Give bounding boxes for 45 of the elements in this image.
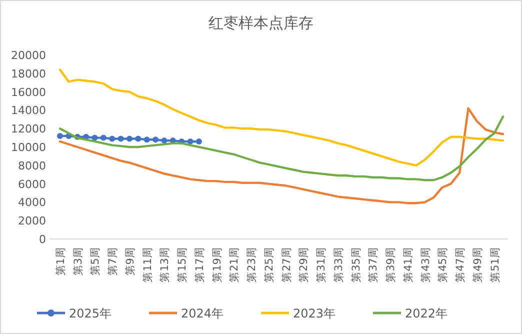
x-tick-label: 第27周 [280, 247, 293, 282]
chart-title: 红枣样本点库存 [208, 14, 314, 32]
y-tick-label: 6000 [18, 178, 46, 191]
x-tick-label: 第47周 [454, 247, 467, 282]
y-tick-label: 10000 [11, 141, 46, 154]
x-tick-label: 第41周 [402, 247, 414, 282]
x-tick-label: 第19周 [211, 247, 224, 282]
y-tick-label: 18000 [11, 67, 46, 80]
legend-label: 2024年 [181, 306, 224, 320]
x-tick-label: 第1周 [55, 247, 67, 276]
line-series [58, 107, 504, 204]
y-tick-label: 8000 [18, 159, 46, 172]
x-tick-label: 第51周 [489, 247, 502, 282]
x-tick-label: 第13周 [159, 247, 172, 282]
x-tick-label: 第31周 [316, 247, 328, 282]
x-tick-label: 第9周 [124, 247, 136, 276]
legend-label: 2025年 [69, 306, 112, 320]
y-tick-label: 20000 [11, 49, 46, 62]
x-tick-label: 第33周 [332, 247, 345, 282]
y-tick-label: 2000 [18, 214, 46, 228]
x-tick-label: 第15周 [176, 247, 189, 282]
y-tick-label: 4000 [18, 196, 46, 210]
y-tick-label: 16000 [11, 86, 46, 99]
x-tick-label: 第45周 [437, 247, 450, 282]
legend-label: 2023年 [293, 306, 336, 320]
x-tick-label: 第5周 [90, 247, 102, 276]
y-tick-label: 14000 [11, 104, 46, 118]
x-tick-label: 第21周 [228, 247, 241, 282]
x-tick-label: 第11周 [142, 247, 154, 282]
y-tick-label: 0 [39, 233, 46, 246]
x-tick-label: 第37周 [368, 247, 380, 282]
legend-label: 2022年 [405, 306, 448, 320]
x-tick-label: 第43周 [420, 247, 432, 282]
x-tick-label: 第35周 [350, 247, 362, 282]
x-tick-label: 第29周 [298, 247, 310, 282]
x-tick-label: 第7周 [107, 247, 120, 276]
x-tick-label: 第17周 [194, 247, 206, 282]
x-tick-label: 第39周 [385, 247, 398, 282]
x-tick-label: 第3周 [72, 247, 84, 276]
x-tick-label: 第25周 [263, 247, 276, 282]
x-tick-label: 第23周 [246, 247, 258, 282]
line-series [58, 68, 504, 166]
x-tick-label: 第49周 [472, 247, 484, 282]
y-tick-label: 12000 [11, 122, 46, 136]
line-series [58, 116, 504, 182]
